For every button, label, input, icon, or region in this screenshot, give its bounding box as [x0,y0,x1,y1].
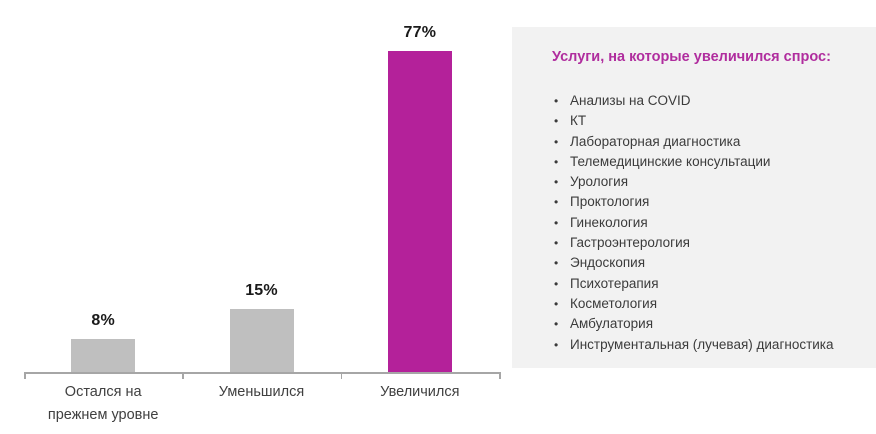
list-item: • Анализы на COVID [552,91,858,111]
list-item-label: КТ [570,113,587,129]
x-axis-tick [499,372,501,379]
x-axis-line [24,372,499,374]
list-item: • Лабораторная диагностика [552,132,858,152]
list-item: • Телемедицинские консультации [552,152,858,172]
bullet-icon: • [554,215,559,230]
list-item-label: Урология [570,174,629,190]
bullet-icon: • [554,195,559,210]
list-item-label: Инструментальная (лучевая) диагностика [570,336,834,352]
bullet-icon: • [554,276,559,291]
bar-2 [229,309,294,372]
x-axis-tick [340,372,343,379]
list-item: • Психотерапия [552,274,858,294]
list-item: • Гинекология [552,213,858,233]
x-axis-tick [24,372,26,379]
list-item-label: Телемедицинские консультации [570,153,771,169]
list-item: • КТ [552,111,858,131]
list-item: • Проктология [552,192,858,212]
list-item: • Амбулатория [552,314,858,334]
list-item-label: Амбулатория [570,316,654,332]
x-axis-category-label: Увеличился [380,384,460,400]
list-item: • Инструментальная (лучевая) диагностика [552,335,858,355]
bullet-icon: • [554,94,559,108]
bar-value-label: 8% [91,312,115,329]
bullet-icon: • [554,114,559,129]
bullet-icon: • [554,175,559,190]
bullet-icon: • [554,236,559,251]
plot-area: 8% Остался на прежнем уровне 15% Уменьшился 7… [24,24,501,423]
bar-3 [387,51,452,372]
bar-value-label: 77% [403,24,437,41]
list-item-label: Психотерапия [570,275,659,291]
list-item: • Эндоскопия [552,253,858,273]
bullet-icon: • [554,317,559,332]
x-axis-category-label: Уменьшился [218,384,305,400]
list-item-label: Анализы на COVID [570,93,691,108]
list-item-label: Гинекология [570,214,648,230]
bar-chart: 8% Остался на прежнем уровне 15% Уменьшился 7… [24,24,501,423]
list-item-label: Эндоскопия [570,255,646,271]
bar-1 [71,339,136,372]
bullet-icon: • [554,337,559,352]
panel-title: Услуги, на которые увеличился спрос: [552,49,831,65]
bullet-icon: • [554,256,559,271]
list-item-label: Гастроэнтерология [570,235,690,251]
list-item-label: Проктология [570,194,650,210]
x-axis-category-label: Остался на прежнем уровне [47,384,159,423]
bar-value-label: 15% [245,282,278,299]
list-item: • Урология [552,172,858,192]
list-item: • Гастроэнтерология [552,233,858,253]
bullet-icon: • [554,296,559,311]
x-axis-tick [182,372,184,379]
services-list: • Анализы на COVID • КТ • Лабораторная диагно… [552,91,858,355]
list-item-label: Лабораторная диагностика [570,133,741,149]
list-item: • Косметология [552,294,858,314]
services-panel: Услуги, на которые увеличился спрос: • Ан… [512,27,876,368]
list-item-label: Косметология [570,295,658,311]
bullet-icon: • [554,134,559,149]
bullet-icon: • [554,154,559,169]
